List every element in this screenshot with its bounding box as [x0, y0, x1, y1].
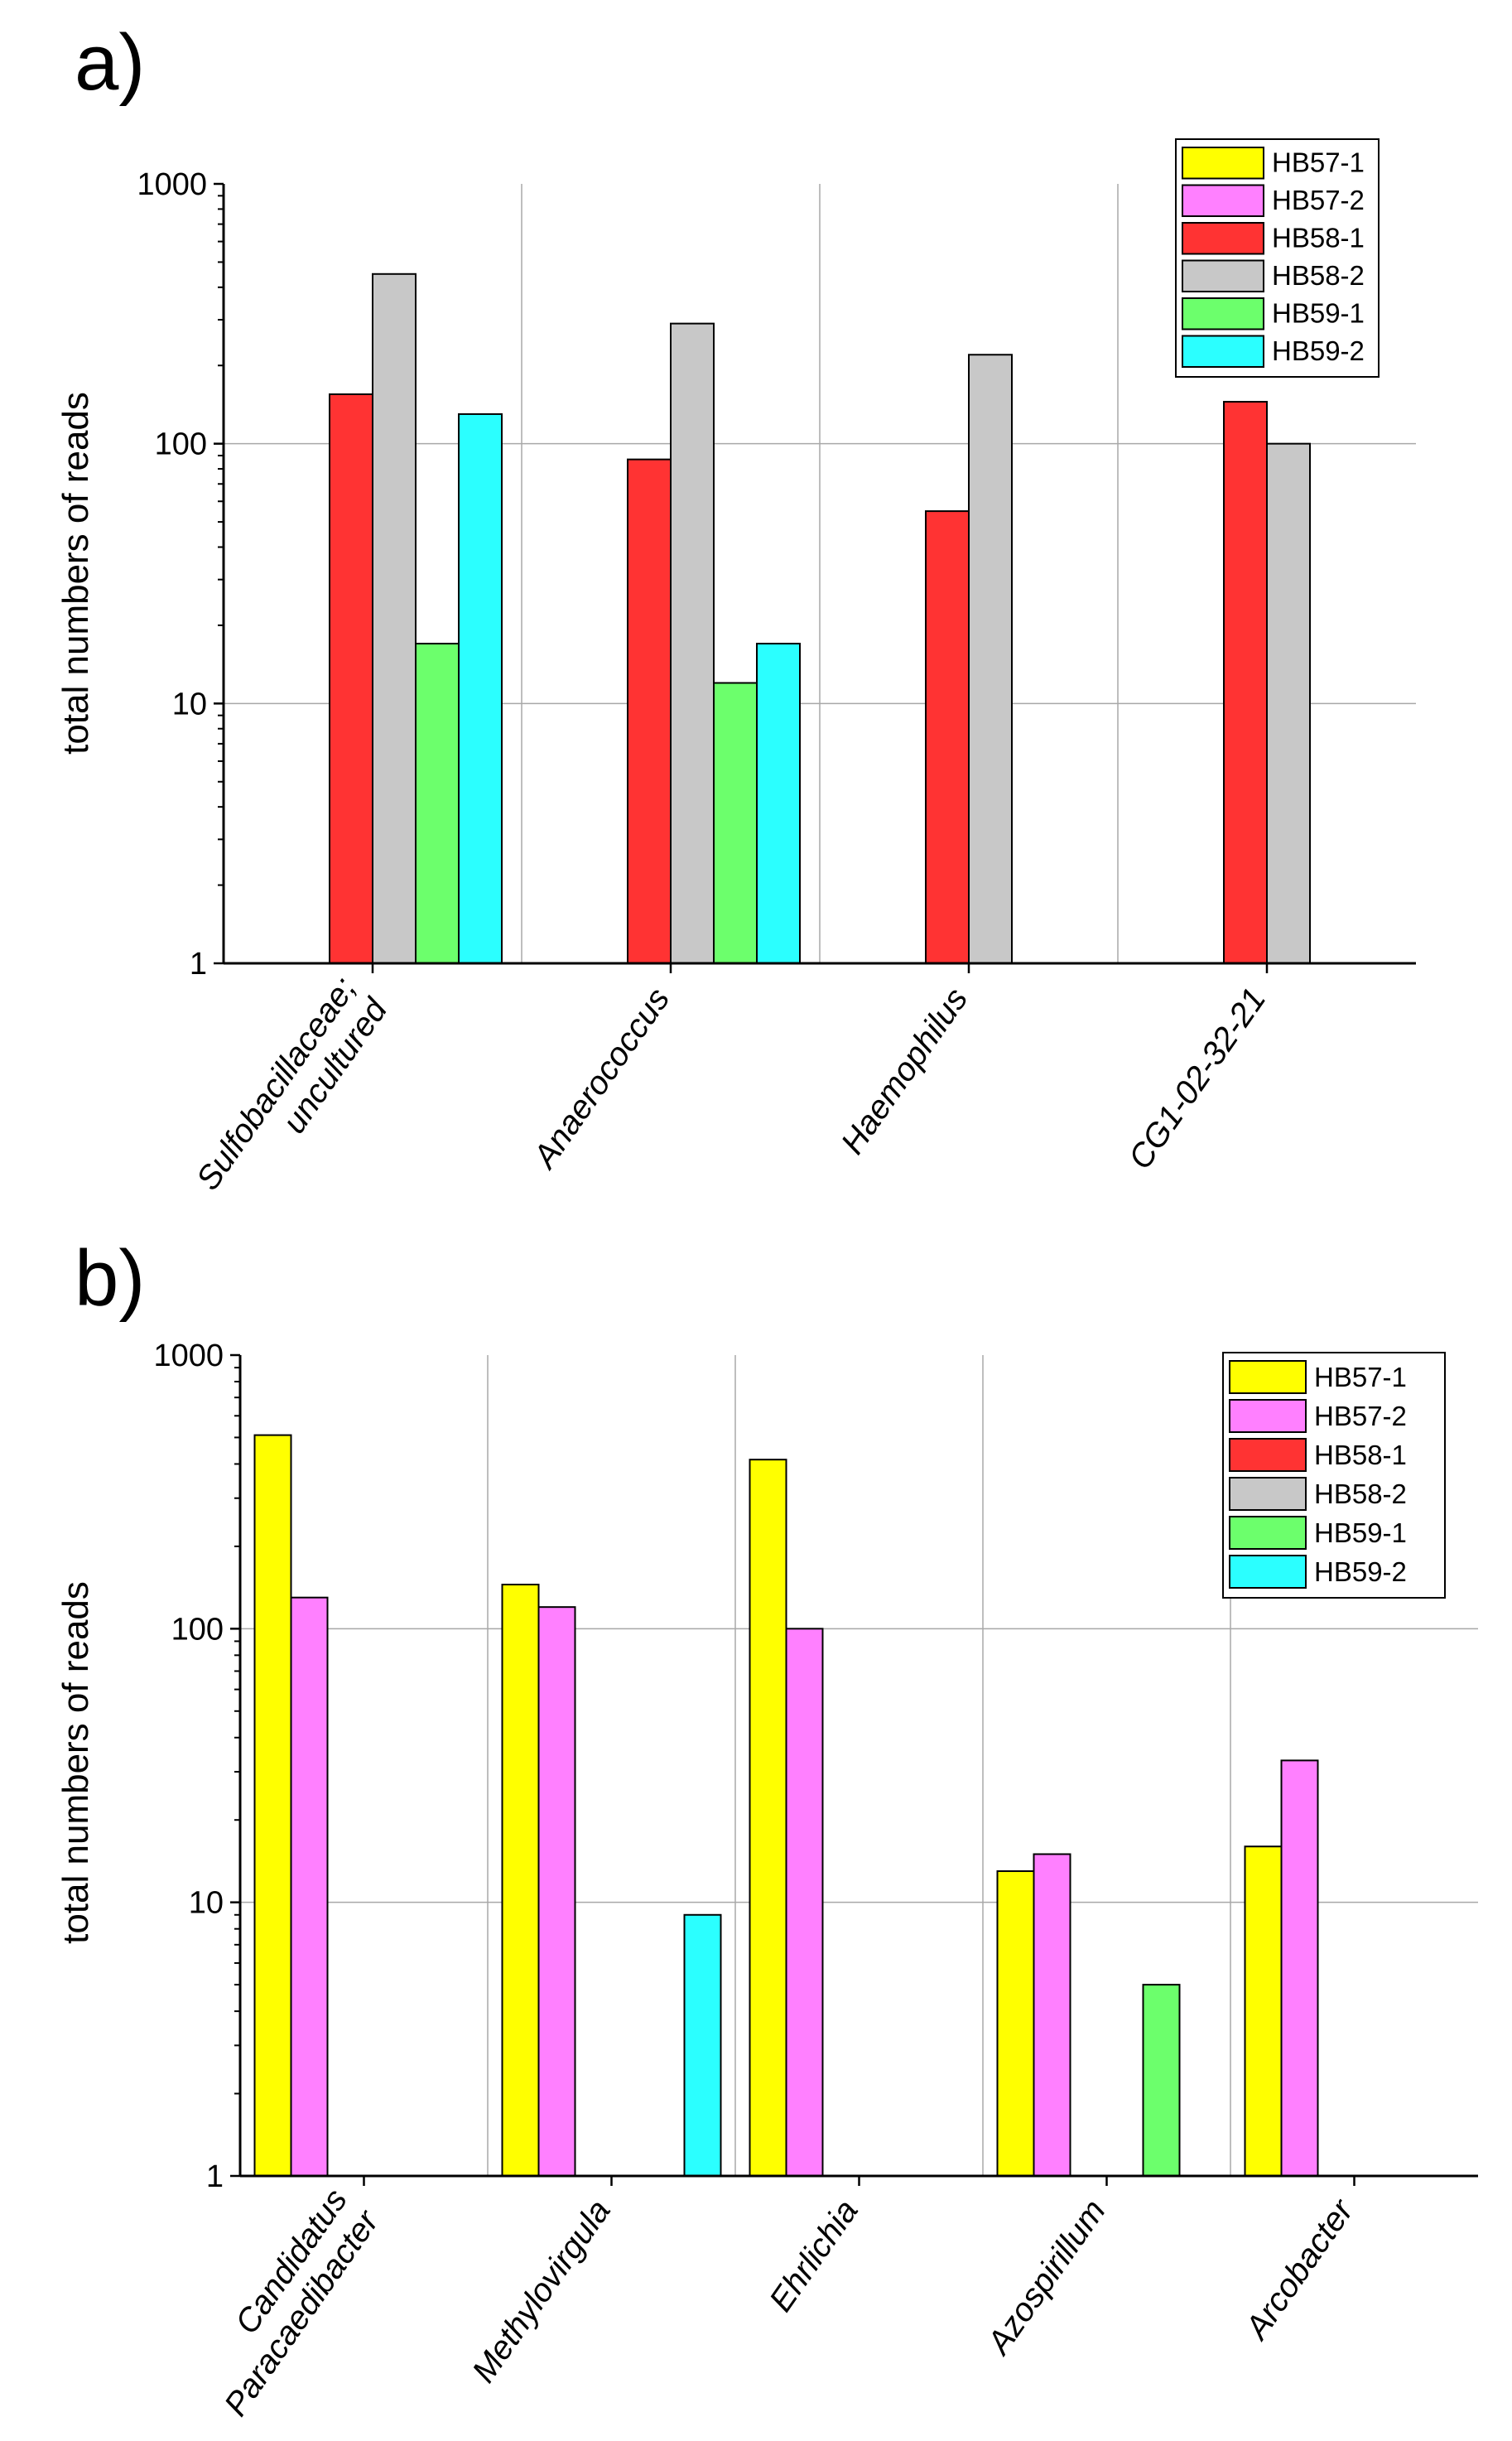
- category-label: Methylovirgula: [465, 2193, 618, 2389]
- y-tick-label: 100: [171, 1612, 224, 1647]
- legend-swatch-hb59-2: [1182, 335, 1264, 368]
- legend-entry: HB59-1: [1272, 298, 1365, 329]
- category-label: Anaerococcus: [526, 982, 677, 1176]
- legend-entry: HB58-1: [1272, 223, 1365, 253]
- bar-hb58-2-2: [670, 322, 715, 965]
- bar-hb59-1-1: [415, 643, 460, 964]
- bar-hb57-1-4: [996, 1870, 1035, 2177]
- y-tick-label: 10: [172, 687, 207, 721]
- y-tick-label: 1: [190, 947, 207, 982]
- y-tick-label: 1: [206, 2159, 224, 2194]
- legend-entry: HB57-1: [1272, 147, 1365, 178]
- legend-entry: HB58-2: [1314, 1479, 1407, 1509]
- legend-swatch-hb57-1: [1229, 1360, 1307, 1394]
- bar-hb59-1-4: [1142, 1984, 1181, 2178]
- legend-entry: HB59-2: [1272, 335, 1365, 366]
- bar-hb57-2-4: [1033, 1853, 1071, 2177]
- category-label: Azospirillum: [980, 2193, 1113, 2361]
- legend-swatch-hb58-2: [1182, 259, 1264, 292]
- legend-swatch-hb59-1: [1182, 297, 1264, 330]
- bar-hb58-2-4: [1266, 442, 1311, 964]
- y-tick-label: 100: [155, 427, 207, 462]
- bar-hb57-1-1: [253, 1434, 292, 2178]
- bar-hb57-1-5: [1244, 1845, 1283, 2177]
- legend-swatch-hb57-2: [1182, 184, 1264, 217]
- legend-entry: HB58-1: [1314, 1440, 1407, 1470]
- y-axis-title: total numbers of reads: [55, 1581, 96, 1944]
- bar-hb58-2-1: [372, 273, 417, 964]
- bar-hb57-2-3: [785, 1628, 824, 2178]
- legend-entry: HB58-2: [1272, 260, 1365, 291]
- panel-label: b): [75, 1234, 145, 1323]
- bar-hb57-2-1: [290, 1596, 329, 2178]
- category-label: CG1-02-32-21: [1122, 982, 1274, 1176]
- category-label: Arcobacter: [1238, 2193, 1361, 2347]
- legend-entry: HB57-2: [1272, 185, 1365, 215]
- bar-hb58-1-1: [329, 393, 373, 964]
- legend-entry: HB57-2: [1314, 1401, 1407, 1431]
- y-tick-label: 10: [189, 1886, 224, 1921]
- bar-hb57-2-2: [537, 1606, 576, 2177]
- legend-swatch-hb57-2: [1229, 1399, 1307, 1433]
- legend-entry: HB57-1: [1314, 1362, 1407, 1392]
- bar-hb58-1-2: [627, 458, 672, 964]
- bar-hb59-2-2: [683, 1913, 722, 2178]
- bar-hb57-1-2: [501, 1584, 540, 2177]
- legend-swatch-hb58-1: [1229, 1438, 1307, 1472]
- y-axis-title: total numbers of reads: [55, 392, 96, 755]
- legend-swatch-hb57-1: [1182, 147, 1264, 180]
- category-label: Ehrlichia: [763, 2193, 865, 2318]
- legend-entry: HB59-2: [1314, 1556, 1407, 1587]
- legend-swatch-hb59-2: [1229, 1555, 1307, 1589]
- legend-entry: HB59-1: [1314, 1517, 1407, 1548]
- panel-label: a): [75, 18, 145, 107]
- bar-hb59-2-1: [458, 412, 503, 964]
- category-label: Haemophilus: [834, 982, 975, 1160]
- legend-swatch-hb58-2: [1229, 1477, 1307, 1511]
- bar-hb58-1-3: [925, 510, 970, 964]
- bar-hb59-1-2: [713, 682, 758, 964]
- y-tick-label: 1000: [137, 167, 207, 202]
- y-tick-label: 1000: [153, 1339, 224, 1373]
- legend-swatch-hb58-1: [1182, 222, 1264, 255]
- legend-swatch-hb59-1: [1229, 1516, 1307, 1550]
- bar-hb58-2-3: [968, 354, 1013, 964]
- bar-hb59-2-2: [756, 643, 801, 964]
- bar-hb57-1-3: [749, 1459, 787, 2177]
- bar-hb57-2-5: [1280, 1759, 1319, 2178]
- bar-hb58-1-4: [1223, 401, 1268, 964]
